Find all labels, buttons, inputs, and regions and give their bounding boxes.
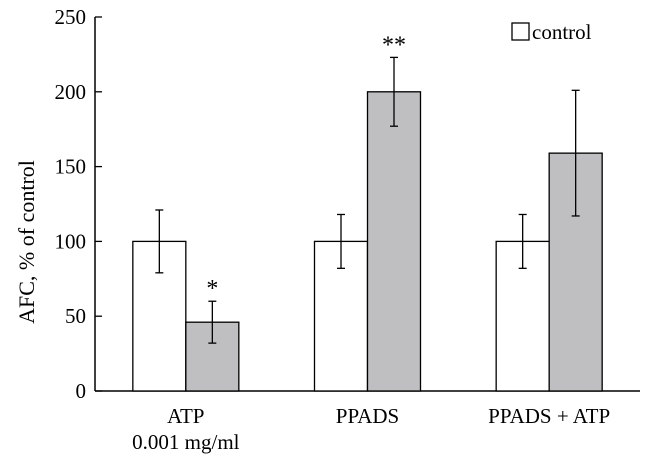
x-category-label: PPADS + ATP xyxy=(488,404,610,428)
x-category-label: PPADS xyxy=(336,404,399,428)
y-tick-label: 200 xyxy=(55,80,87,104)
legend: control xyxy=(511,20,592,44)
y-tick-label: 50 xyxy=(65,304,86,328)
x-category-label: 0.001 mg/ml xyxy=(132,430,240,454)
bar xyxy=(366,91,422,392)
significance-label: * xyxy=(206,276,218,302)
y-tick-label: 250 xyxy=(55,5,87,29)
y-axis-title: AFC, % of control xyxy=(14,160,39,324)
y-tick-label: 150 xyxy=(55,155,87,179)
bars xyxy=(132,56,603,392)
x-category-label: ATP xyxy=(167,404,204,428)
y-tick-label: 100 xyxy=(55,229,87,253)
significance-label: ** xyxy=(382,32,406,58)
legend-label-control: control xyxy=(532,20,592,44)
legend-swatch-control xyxy=(511,22,530,41)
y-tick-label: 0 xyxy=(76,379,87,403)
